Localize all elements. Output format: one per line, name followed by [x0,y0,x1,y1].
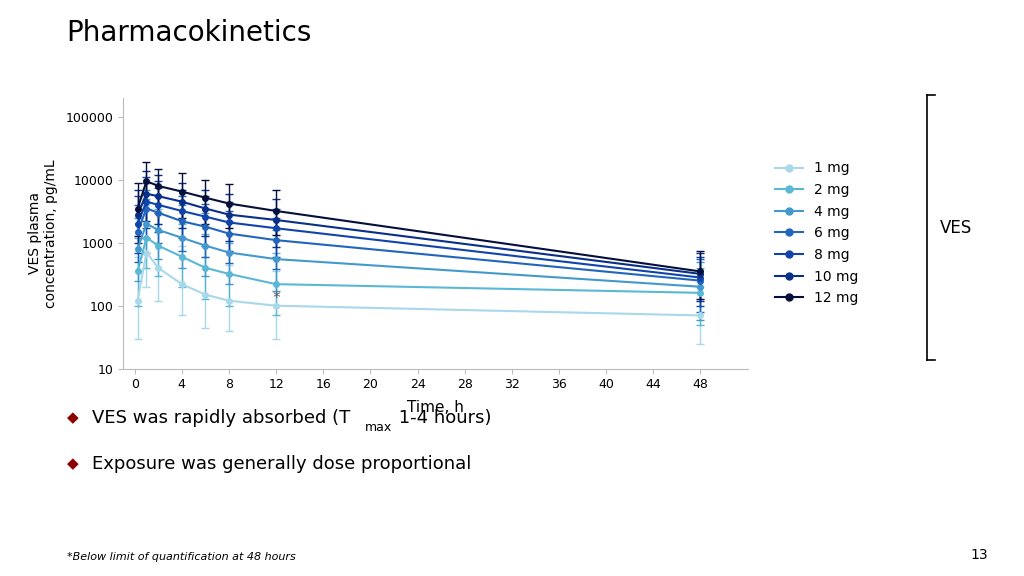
Text: *: * [272,291,280,306]
Y-axis label: VES plasma
concentration, pg/mL: VES plasma concentration, pg/mL [28,159,58,308]
Legend: 1 mg, 2 mg, 4 mg, 6 mg, 8 mg, 10 mg, 12 mg: 1 mg, 2 mg, 4 mg, 6 mg, 8 mg, 10 mg, 12 … [770,156,864,311]
Text: 13: 13 [971,548,988,562]
Text: ◆: ◆ [67,456,78,471]
Text: max: max [365,422,392,434]
Text: Pharmacokinetics: Pharmacokinetics [67,20,312,47]
Text: ◆: ◆ [67,410,78,425]
Text: VES: VES [940,218,972,237]
X-axis label: Time, h: Time, h [407,400,464,415]
Text: Exposure was generally dose proportional: Exposure was generally dose proportional [92,454,471,473]
Text: 1-4 hours): 1-4 hours) [393,408,492,427]
Text: VES was rapidly absorbed (T: VES was rapidly absorbed (T [92,408,350,427]
Text: *Below limit of quantification at 48 hours: *Below limit of quantification at 48 hou… [67,552,295,562]
